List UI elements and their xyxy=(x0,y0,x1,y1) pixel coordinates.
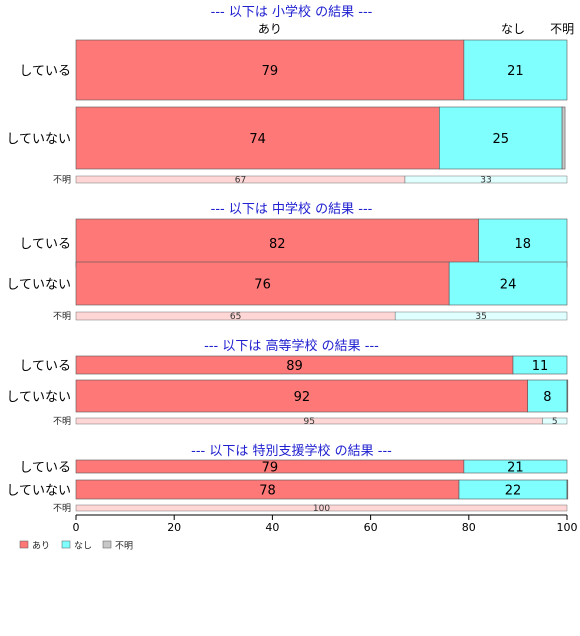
row-label: している xyxy=(19,359,71,374)
row-label: 不明 xyxy=(53,311,71,322)
bar-segment xyxy=(527,379,568,413)
bar-segment xyxy=(463,39,568,101)
data-label: 21 xyxy=(507,461,524,476)
row-label: していない xyxy=(6,278,71,293)
bar-segment xyxy=(75,379,529,413)
x-tick-label: 0 xyxy=(73,521,80,534)
data-label: 78 xyxy=(259,484,276,499)
data-label: 21 xyxy=(507,64,524,79)
bar-segment xyxy=(75,504,568,512)
bar-segment xyxy=(448,261,568,306)
row-label: 不明 xyxy=(53,503,71,514)
bar-segment xyxy=(75,218,479,268)
data-label: 8 xyxy=(543,390,551,405)
row-label: していない xyxy=(6,484,71,499)
section-title: --- 以下は 特別支援学校 の結果 --- xyxy=(191,443,392,459)
bar-segment xyxy=(439,106,563,170)
column-header-2: 不明 xyxy=(550,22,574,36)
data-label: 33 xyxy=(480,176,491,186)
legend-swatch xyxy=(102,540,112,549)
bar-segment xyxy=(561,106,566,170)
row-label: 不明 xyxy=(53,416,71,427)
legend-swatch xyxy=(19,540,29,549)
legend-swatch xyxy=(61,540,71,549)
data-label: 89 xyxy=(286,359,303,374)
section-title: --- 以下は 中学校 の結果 --- xyxy=(211,201,373,217)
row-label: していない xyxy=(6,132,71,147)
row-label: している xyxy=(19,64,71,79)
data-label: 79 xyxy=(262,64,279,79)
row-label: 不明 xyxy=(53,175,71,186)
data-label: 11 xyxy=(532,359,549,374)
data-label: 95 xyxy=(303,417,314,427)
section-title: --- 以下は 高等学校 の結果 --- xyxy=(204,338,379,354)
data-label: 24 xyxy=(500,278,517,293)
data-label: 100 xyxy=(313,504,330,514)
data-label: 65 xyxy=(230,312,241,322)
data-label: 22 xyxy=(505,484,522,499)
data-label: 5 xyxy=(552,417,558,427)
data-label: 79 xyxy=(262,461,279,476)
legend-label: 不明 xyxy=(115,541,133,552)
data-label: 92 xyxy=(294,390,311,405)
legend-label: なし xyxy=(74,541,92,552)
bar-segment xyxy=(542,417,568,425)
data-label: 25 xyxy=(492,132,509,147)
section-title: --- 以下は 小学校 の結果 --- xyxy=(211,4,373,20)
bar-segment xyxy=(404,175,568,184)
bar-segment xyxy=(394,311,568,321)
data-label: 76 xyxy=(254,278,271,293)
x-tick-label: 20 xyxy=(167,521,181,534)
data-label: 18 xyxy=(515,237,532,252)
bar-segment xyxy=(75,39,465,101)
bar-segment xyxy=(566,379,569,413)
x-tick-label: 40 xyxy=(265,521,279,534)
data-label: 67 xyxy=(235,176,246,186)
row-label: している xyxy=(19,461,71,476)
row-label: していない xyxy=(6,390,71,405)
bar-segment xyxy=(75,106,440,170)
bar-segment xyxy=(566,479,569,500)
column-header-1: なし xyxy=(501,22,525,36)
x-tick-label: 100 xyxy=(557,521,578,534)
legend-label: あり xyxy=(32,541,50,552)
data-label: 82 xyxy=(269,237,286,252)
bar-segment xyxy=(512,355,568,375)
row-label: している xyxy=(19,237,71,252)
x-tick-label: 60 xyxy=(364,521,378,534)
x-tick-label: 80 xyxy=(462,521,476,534)
bar-segment xyxy=(463,459,568,474)
data-label: 74 xyxy=(249,132,266,147)
bar-segment xyxy=(478,218,568,268)
bar-segment xyxy=(75,261,450,306)
data-label: 35 xyxy=(475,312,486,322)
column-header-0: あり xyxy=(258,22,282,36)
